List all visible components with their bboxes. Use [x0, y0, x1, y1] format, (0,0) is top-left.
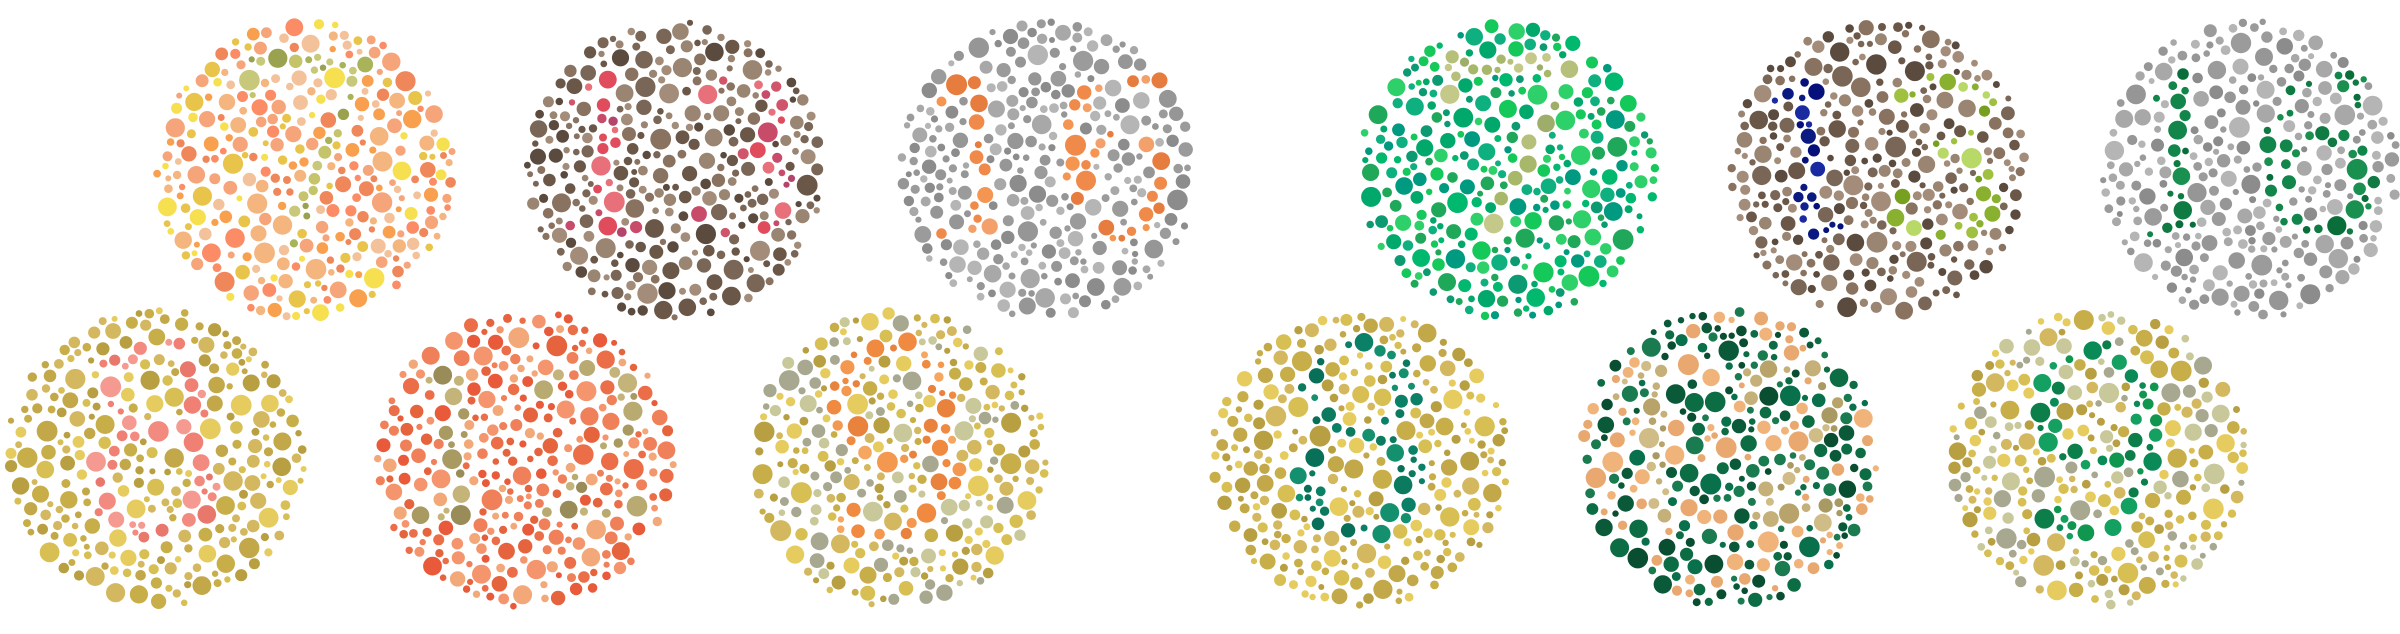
ishihara-plate-12: [1948, 310, 2249, 610]
ishihara-plate-11: [1578, 307, 1879, 607]
ishihara-plate-10: [1209, 312, 1509, 609]
ishihara-plate-8: [374, 311, 677, 610]
ishihara-plate-7: [5, 307, 307, 610]
ishihara-plate-2: [524, 19, 824, 321]
ishihara-plate-4: [1360, 19, 1660, 321]
ishihara-plate-3: [897, 18, 1193, 319]
ishihara-plate-9: [752, 307, 1049, 608]
ishihara-plate-1: [153, 18, 456, 321]
ishihara-plate-6: [2100, 18, 2400, 320]
ishihara-plate-5: [1727, 20, 2029, 320]
